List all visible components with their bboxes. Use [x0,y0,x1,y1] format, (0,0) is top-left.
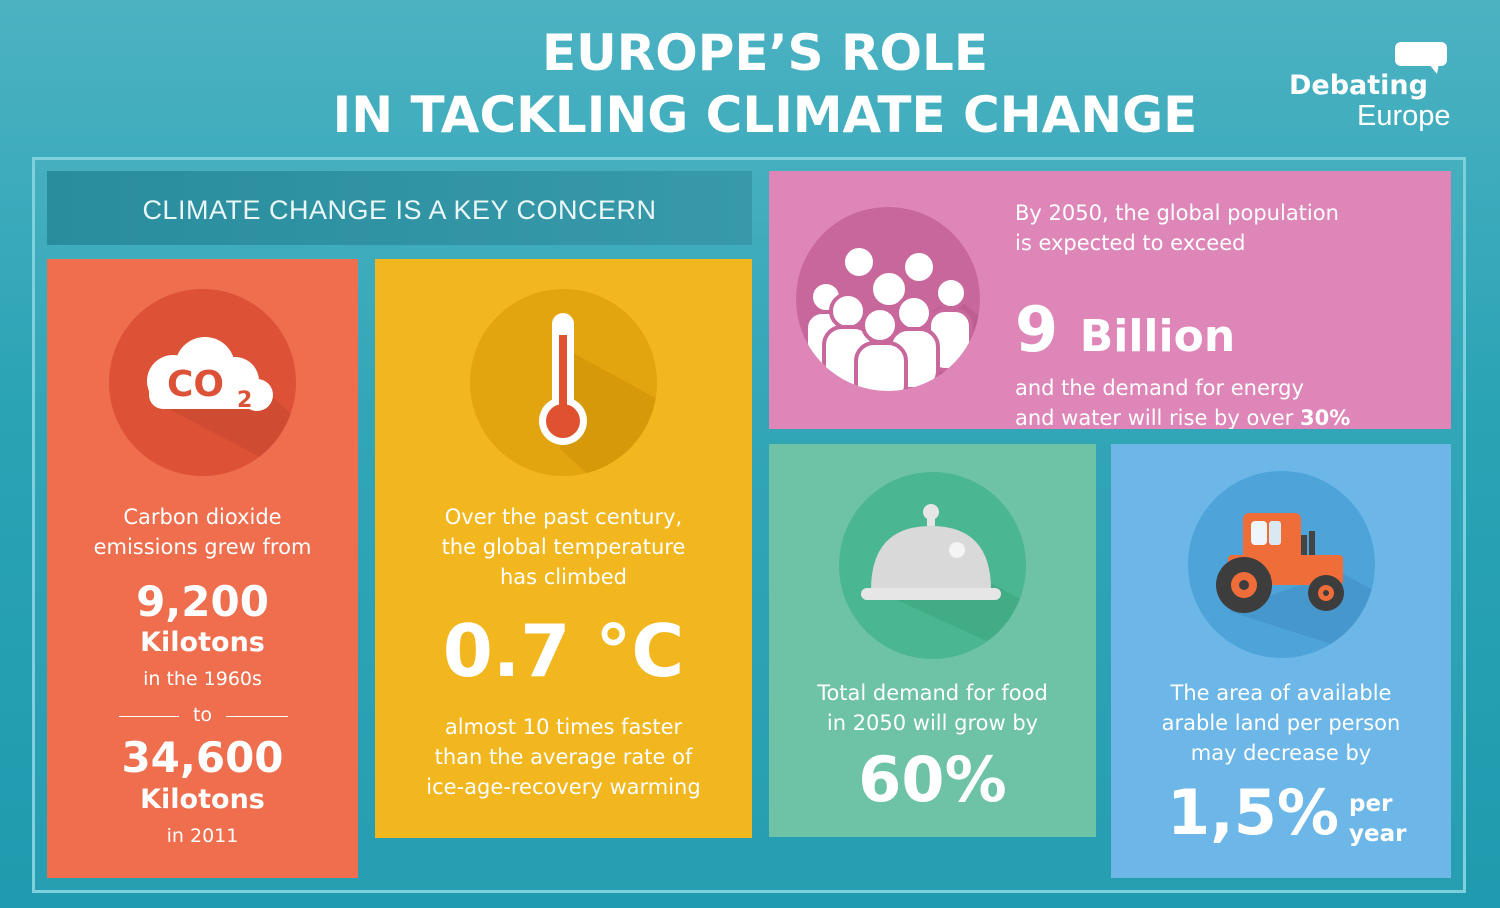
land-value: 1,5% [1167,776,1339,849]
co2-period-2011: in 2011 [166,825,239,847]
population-text: By 2050, the global population is expect… [1015,198,1435,429]
temperature-outro-line-2: than the average rate of [434,745,693,769]
food-intro: Total demand for food in 2050 will grow … [769,678,1096,738]
co2-intro-line-1: Carbon dioxide [123,505,282,529]
population-outro: and the demand for energy and water will… [1015,373,1435,429]
land-unit: per year [1349,789,1406,849]
co2-icon-circle: CO 2 [109,289,296,476]
co2-period-1960s: in the 1960s [143,668,262,690]
co2-value-2011: 34,600 [121,733,284,782]
population-intro-line-2: is expected to exceed [1015,231,1246,255]
temperature-outro-line-3: ice-age-recovery warming [426,775,701,799]
population-unit: Billion [1079,311,1236,362]
population-outro-line-2: and water will rise by over 30% [1015,403,1435,429]
population-outro-line-1: and the demand for energy [1015,376,1304,400]
land-unit-line-2: year [1349,821,1407,847]
temperature-outro-line-1: almost 10 times faster [444,715,683,739]
tractor-icon [1216,513,1375,658]
co2-unit-2011: Kilotons [140,784,265,815]
page-title: EUROPE’S ROLE IN TACKLING CLIMATE CHANGE [300,22,1230,146]
temperature-intro-line-1: Over the past century, [444,505,683,529]
debating-europe-logo[interactable]: Debating Europe [1285,40,1465,135]
co2-unit-1960s: Kilotons [140,627,265,658]
food-value: 60% [858,743,1007,816]
temperature-intro-line-3: has climbed [499,565,628,589]
food-intro-line-1: Total demand for food [817,681,1048,705]
co2-emissions-panel: CO 2 Carbon dioxide emissions grew from … [47,259,358,878]
population-panel: By 2050, the global population is expect… [769,171,1451,429]
co2-value-1960s: 9,200 [136,577,269,626]
population-outro-prefix: and water will rise by over [1015,406,1300,429]
divider-left [119,716,179,717]
population-intro-line-1: By 2050, the global population [1015,201,1339,225]
food-demand-panel: Total demand for food in 2050 will grow … [769,444,1096,837]
co2-to-label: to [192,704,213,726]
people-icon-circle [796,207,980,391]
people-group-icon [804,244,980,391]
section-banner: CLIMATE CHANGE IS A KEY CONCERN [47,171,752,245]
title-line-1: EUROPE’S ROLE [542,24,988,82]
serving-cloche-icon [861,504,1026,659]
divider-right [226,716,288,717]
logo-line-1: Debating [1289,70,1428,101]
population-outro-percent: 30% [1300,406,1351,429]
population-intro: By 2050, the global population is expect… [1015,198,1435,258]
co2-intro: Carbon dioxide emissions grew from [47,502,358,562]
temperature-panel: Over the past century, the global temper… [375,259,752,838]
thermometer-icon [539,313,657,476]
temperature-intro-line-2: the global temperature [441,535,686,559]
co2-intro-line-2: emissions grew from [93,535,312,559]
temperature-value: 0.7 °C [442,609,685,693]
land-intro-line-2: arable land per person [1161,711,1401,735]
temperature-intro: Over the past century, the global temper… [375,502,752,592]
thermometer-icon-circle [470,289,657,476]
food-intro-line-2: in 2050 will grow by [826,711,1039,735]
land-intro: The area of available arable land per pe… [1111,678,1451,768]
temperature-outro: almost 10 times faster than the average … [375,712,752,802]
co2-cloud-icon: CO 2 [147,337,296,476]
co2-icon-subscript: 2 [237,388,252,413]
logo-line-2: Europe [1357,100,1451,132]
tractor-icon-circle [1188,471,1375,658]
land-unit-line-1: per [1349,791,1393,817]
land-intro-line-1: The area of available [1170,681,1392,705]
land-intro-line-3: may decrease by [1190,741,1372,765]
speech-bubble-icon [1395,42,1447,74]
cloche-icon-circle [839,472,1026,659]
co2-icon-text: CO [167,364,224,405]
arable-land-panel: The area of available arable land per pe… [1111,444,1451,878]
population-number: 9 [1015,293,1059,366]
population-value: 9 Billion [1015,290,1235,377]
title-line-2: IN TACKLING CLIMATE CHANGE [332,86,1198,144]
